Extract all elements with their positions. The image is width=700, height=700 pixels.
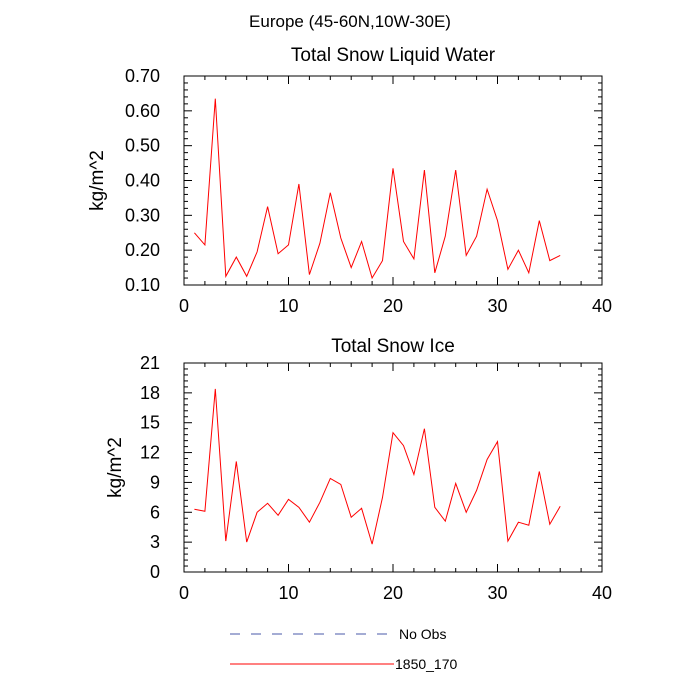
y-tick-label: 0.60 [125, 101, 160, 121]
x-tick-label: 30 [487, 296, 507, 316]
y-tick-label: 0 [150, 562, 160, 582]
x-tick-label: 40 [592, 296, 612, 316]
figure-title: Europe (45-60N,10W-30E) [249, 12, 451, 31]
x-tick-label: 20 [383, 583, 403, 603]
y-tick-label: 15 [140, 413, 160, 433]
y-tick-label: 0.30 [125, 205, 160, 225]
y-tick-label: 0.70 [125, 66, 160, 86]
plot-frame [183, 75, 603, 286]
legend-label: No Obs [399, 626, 446, 642]
y-tick-label: 0.20 [125, 240, 160, 260]
series-line [194, 98, 561, 280]
x-tick-label: 0 [179, 583, 189, 603]
x-tick-label: 20 [383, 296, 403, 316]
y-tick-label: 9 [150, 472, 160, 492]
chart-title: Total Snow Liquid Water [291, 45, 496, 66]
panel-snow-liquid-water: Total Snow Liquid Water kg/m^2 0 10 20 30 40 0.… [87, 45, 612, 316]
x-tick-label: 0 [179, 296, 189, 316]
y-tick-label: 18 [140, 383, 160, 403]
y-tick-label: 12 [140, 443, 160, 463]
x-tick-label: 40 [592, 583, 612, 603]
y-axis-label: kg/m^2 [105, 437, 126, 498]
panel-snow-ice: Total Snow Ice kg/m^2 0 10 20 30 40 0 3 6 9 12 15 18 2… [105, 336, 612, 603]
series-line [194, 388, 561, 545]
y-tick-label: 0.10 [125, 275, 160, 295]
y-tick-label: 6 [150, 502, 160, 522]
x-tick-label: 10 [278, 296, 298, 316]
x-tick-label: 30 [487, 583, 507, 603]
y-tick-label: 21 [140, 353, 160, 373]
x-tick-label: 10 [278, 583, 298, 603]
y-axis-label: kg/m^2 [87, 150, 108, 211]
y-tick-label: 0.40 [125, 171, 160, 191]
y-tick-label: 3 [150, 532, 160, 552]
y-tick-label: 0.50 [125, 136, 160, 156]
legend-label: 1850_170 [395, 656, 458, 672]
chart-title: Total Snow Ice [331, 336, 455, 357]
legend: No Obs 1850_170 [230, 626, 458, 672]
